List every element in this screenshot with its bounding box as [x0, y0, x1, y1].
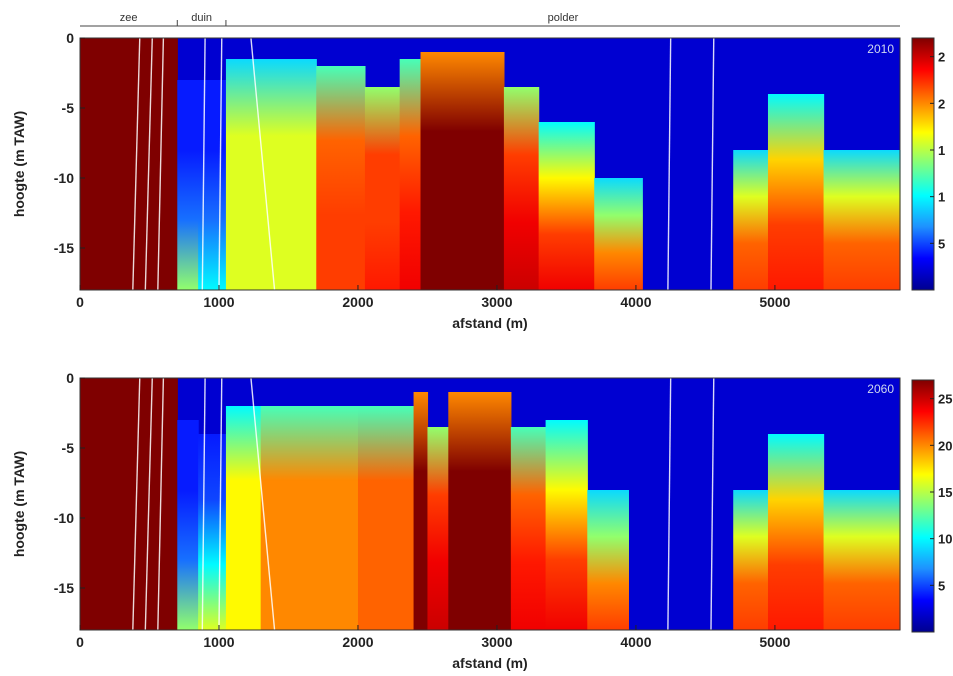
- heatmap-column: [767, 94, 825, 290]
- x-tick-label: 2000: [342, 634, 373, 650]
- heatmap-column: [733, 150, 769, 290]
- colorbar-tick-label: 20: [938, 438, 952, 453]
- colorbar-tick-label: 2: [938, 96, 945, 111]
- colorbar-tick-label: 5: [938, 236, 945, 251]
- heatmap-column: [510, 427, 547, 630]
- zone-label-polder: polder: [548, 12, 579, 24]
- y-tick-label: 0: [66, 370, 74, 386]
- colorbar-tick-label: 15: [938, 485, 952, 500]
- heatmap-column: [316, 66, 366, 290]
- zone-label-duin: duin: [191, 12, 212, 24]
- flow-line: [250, 37, 276, 291]
- x-axis-label: afstand (m): [452, 315, 527, 331]
- x-tick-label: 1000: [203, 634, 234, 650]
- flow-line: [667, 37, 672, 291]
- x-tick-label: 1000: [203, 294, 234, 310]
- heatmap-column: [177, 420, 199, 630]
- x-tick-label: 4000: [620, 294, 651, 310]
- heatmap-column: [357, 406, 415, 630]
- heatmap-column: [80, 38, 178, 290]
- flow-line: [218, 377, 223, 631]
- heatmap-column: [587, 490, 630, 630]
- heatmap-column: [448, 392, 512, 630]
- heatmap-column: [364, 87, 401, 290]
- x-tick-label: 3000: [481, 294, 512, 310]
- x-tick-label: 0: [76, 294, 84, 310]
- heatmap-column: [225, 406, 262, 630]
- plot-frame: [79, 377, 901, 631]
- heatmap-column: [823, 150, 901, 290]
- colorbar-tick-label: 5: [938, 578, 945, 593]
- y-tick-label: 0: [66, 30, 74, 46]
- plot-frame: [79, 37, 901, 291]
- heatmap-column: [733, 490, 769, 630]
- flow-line: [144, 377, 153, 631]
- heatmap-column: [399, 59, 422, 290]
- heatmap-column: [503, 87, 540, 290]
- heatmap-column: [767, 434, 825, 630]
- y-tick-label: -15: [54, 240, 74, 256]
- colorbar: 25 20 15 10 5: [911, 379, 952, 633]
- flow-line: [132, 377, 141, 631]
- colorbar-tick-label: 10: [938, 532, 952, 547]
- heatmap-column: [260, 406, 359, 630]
- year-label: 2060: [867, 382, 894, 396]
- y-tick-label: -15: [54, 580, 74, 596]
- flow-line: [201, 37, 206, 291]
- zone-bar: zee duin polder: [80, 12, 900, 27]
- colorbar-scale: [911, 379, 935, 633]
- x-tick-label: 5000: [759, 634, 790, 650]
- heatmap-column: [427, 427, 449, 630]
- colorbar: 2 2 1 1 5: [911, 37, 945, 291]
- x-tick-label: 4000: [620, 634, 651, 650]
- colorbar-tick-label: 2: [938, 50, 945, 65]
- x-tick-label: 0: [76, 634, 84, 650]
- colorbar-tick-label: 25: [938, 392, 952, 407]
- panel-2010: 0 1000 2000 3000 4000 5000 0 -5 -10 -15 afstand (m…: [11, 30, 945, 331]
- heatmap-column: [823, 490, 901, 630]
- heatmap-column: [594, 178, 644, 290]
- year-label: 2010: [867, 42, 894, 56]
- flow-line: [250, 377, 276, 631]
- flow-line: [157, 37, 165, 291]
- colorbar-scale: [911, 37, 935, 291]
- flow-line: [132, 37, 141, 291]
- flow-line: [667, 377, 672, 631]
- panel-2060: 0 1000 2000 3000 4000 5000 0 -5 -10 -15 afstand (m…: [11, 370, 952, 671]
- y-tick-label: -5: [62, 100, 75, 116]
- colorbar-tick-label: 1: [938, 143, 945, 158]
- y-tick-label: -10: [54, 170, 74, 186]
- flow-line: [157, 377, 165, 631]
- y-axis-label: hoogte (m TAW): [11, 111, 27, 217]
- flow-line: [710, 37, 715, 291]
- heatmap-column: [538, 122, 595, 290]
- heatmap-column: [545, 420, 588, 630]
- flow-line: [218, 37, 223, 291]
- colorbar-tick-label: 1: [938, 190, 945, 205]
- x-axis-label: afstand (m): [452, 655, 527, 671]
- heatmap-column: [413, 392, 429, 630]
- flow-line: [144, 37, 153, 291]
- flow-line: [201, 377, 206, 631]
- heatmap-column: [628, 378, 734, 630]
- zone-label-zee: zee: [120, 12, 138, 24]
- heatmap-column: [80, 378, 178, 630]
- x-tick-label: 5000: [759, 294, 790, 310]
- heatmap-column: [642, 38, 734, 290]
- x-tick-label: 3000: [481, 634, 512, 650]
- flow-line: [710, 377, 715, 631]
- y-tick-label: -5: [62, 440, 75, 456]
- x-tick-label: 2000: [342, 294, 373, 310]
- heatmap-column: [177, 80, 199, 290]
- y-tick-label: -10: [54, 510, 74, 526]
- heatmap-column: [420, 52, 505, 290]
- y-axis-label: hoogte (m TAW): [11, 451, 27, 557]
